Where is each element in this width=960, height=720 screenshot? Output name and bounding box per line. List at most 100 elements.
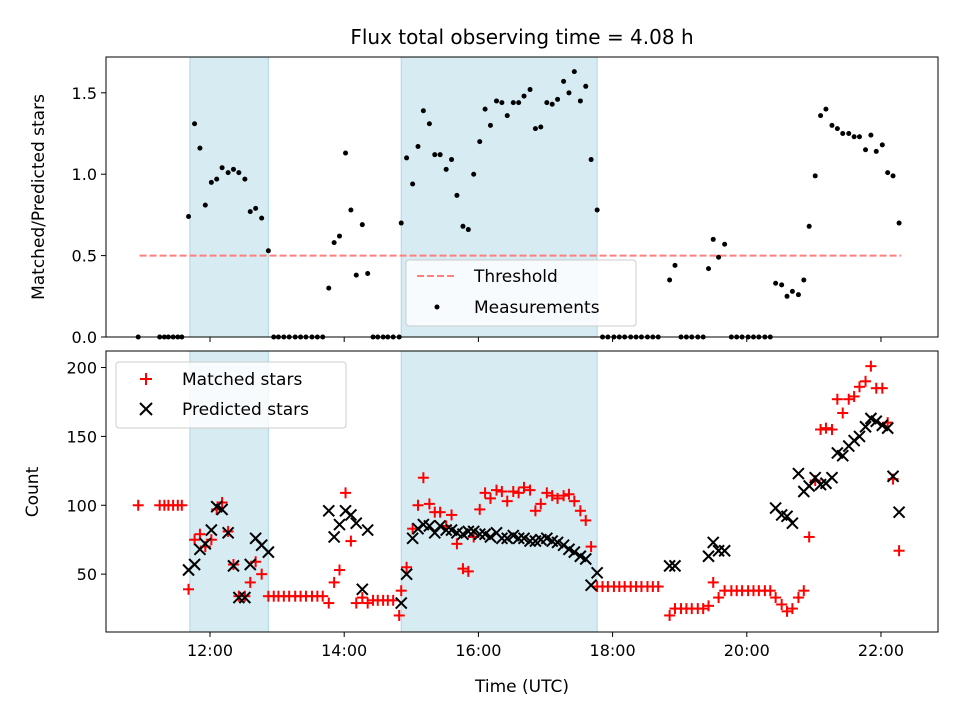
predicted-star-point-b bbox=[718, 544, 731, 557]
predicted-star-point-b bbox=[809, 471, 822, 484]
matched-star-point bbox=[407, 523, 419, 535]
legend-plus-mark bbox=[140, 373, 152, 385]
measurement-point bbox=[265, 248, 271, 254]
legend-x-mark-b bbox=[139, 402, 153, 416]
predicted-star-point bbox=[423, 519, 436, 533]
bottom-x-tick-label-4: 20:00 bbox=[724, 641, 770, 660]
matched-star-point bbox=[776, 598, 788, 610]
matched-star-point bbox=[786, 603, 798, 615]
predicted-star-point bbox=[870, 415, 883, 428]
predicted-star-point-b bbox=[395, 596, 408, 610]
chart-title: Flux total observing time = 4.08 h bbox=[350, 25, 693, 49]
measurement-point bbox=[577, 98, 583, 104]
predicted-star-point bbox=[400, 567, 413, 581]
predicted-star-point-b bbox=[244, 558, 257, 571]
matched-star-point bbox=[340, 487, 352, 499]
predicted-star-point-b bbox=[825, 471, 839, 484]
top-y-axis-label: Matched/Predicted stars bbox=[29, 94, 49, 300]
predicted-star-point bbox=[886, 470, 900, 483]
predicted-star-point-b bbox=[433, 519, 447, 533]
matched-star-point bbox=[491, 484, 503, 496]
predicted-star-point-b bbox=[802, 479, 816, 493]
measurement-point bbox=[594, 207, 600, 213]
bottom-y-tick-label-2: 150 bbox=[66, 427, 97, 446]
top-y-tick-label-0: 0.0 bbox=[72, 328, 97, 347]
top-data-marks bbox=[135, 69, 902, 340]
matched-star-point bbox=[820, 422, 832, 434]
predicted-star-point-b bbox=[462, 525, 475, 538]
bottom-legend-box bbox=[115, 361, 347, 429]
top-y-tick-label-2: 1.0 bbox=[72, 165, 97, 184]
matched-star-point bbox=[574, 505, 586, 517]
matched-star-point bbox=[328, 576, 340, 588]
predicted-star-point bbox=[322, 504, 335, 517]
measurement-point bbox=[779, 282, 785, 288]
predicted-star-point-b bbox=[523, 534, 537, 548]
measurement-point bbox=[410, 181, 416, 187]
measurement-point bbox=[487, 122, 493, 128]
predicted-star-point-b bbox=[188, 558, 201, 571]
measurement-point bbox=[773, 280, 779, 286]
legend-threshold-label: Threshold bbox=[473, 267, 558, 287]
predicted-star-point-b bbox=[210, 500, 223, 513]
predicted-star-point-b bbox=[249, 532, 262, 545]
measurement-point bbox=[247, 209, 253, 215]
predicted-star-point bbox=[792, 467, 805, 480]
measurement-point bbox=[561, 78, 567, 84]
predicted-star-point bbox=[892, 505, 906, 519]
matched-star-point bbox=[356, 592, 368, 604]
measurement-point bbox=[710, 236, 716, 242]
predicted-star-point bbox=[495, 532, 509, 545]
top-axes-frame bbox=[105, 56, 939, 338]
predicted-star-point-b bbox=[333, 518, 346, 531]
bottom-x-tick-label-5: 22:00 bbox=[858, 641, 904, 660]
measurement-point bbox=[538, 124, 544, 130]
predicted-star-point bbox=[809, 471, 822, 484]
matched-star-point bbox=[843, 393, 855, 405]
bottom-x-tick-label-1: 14:00 bbox=[321, 641, 367, 660]
measurement-point bbox=[879, 142, 885, 148]
predicted-star-point-b bbox=[545, 534, 559, 548]
matched-star-point bbox=[893, 545, 905, 557]
predicted-star-point bbox=[433, 519, 447, 533]
legend-predicted-swatch bbox=[139, 402, 153, 416]
bottom-data-marks bbox=[132, 360, 906, 621]
matched-star-point bbox=[387, 594, 399, 606]
predicted-star-point-b bbox=[702, 550, 715, 563]
measurement-point bbox=[186, 214, 192, 220]
measurement-point bbox=[326, 285, 332, 291]
predicted-star-point bbox=[395, 596, 408, 610]
matched-star-point bbox=[518, 481, 530, 493]
measurement-point bbox=[192, 121, 198, 127]
matched-star-point bbox=[697, 603, 709, 615]
measurement-point bbox=[510, 100, 516, 106]
measurement-point bbox=[443, 166, 449, 172]
matched-star-point bbox=[183, 583, 195, 595]
predicted-star-point bbox=[333, 518, 346, 531]
measurement-point bbox=[460, 223, 466, 229]
measurement-point bbox=[259, 215, 265, 221]
matched-star-point bbox=[552, 492, 564, 504]
measurement-point bbox=[336, 233, 342, 239]
predicted-star-point-b bbox=[227, 559, 240, 573]
x-axis-label: Time (UTC) bbox=[474, 677, 569, 697]
measurement-point bbox=[784, 293, 790, 299]
measurement-point bbox=[829, 122, 835, 128]
predicted-star-point-b bbox=[445, 523, 458, 537]
measurement-point bbox=[806, 223, 812, 229]
predicted-star-point-b bbox=[501, 532, 514, 545]
predicted-star-point bbox=[215, 503, 229, 516]
measurement-point bbox=[449, 157, 455, 163]
measurement-point bbox=[242, 176, 248, 182]
matched-star-point bbox=[333, 564, 345, 576]
matched-star-point bbox=[524, 484, 536, 496]
legend-matched-label: Matched stars bbox=[182, 370, 302, 390]
predicted-star-point bbox=[663, 559, 676, 573]
measurement-point bbox=[426, 121, 432, 127]
predicted-star-point-b bbox=[831, 446, 844, 460]
matched-star-point bbox=[496, 486, 508, 497]
matched-star-point bbox=[563, 488, 575, 500]
bottom-legend: Matched stars Predicted stars bbox=[115, 361, 347, 429]
measurement-point bbox=[885, 170, 891, 176]
predicted-star-point bbox=[523, 534, 537, 548]
